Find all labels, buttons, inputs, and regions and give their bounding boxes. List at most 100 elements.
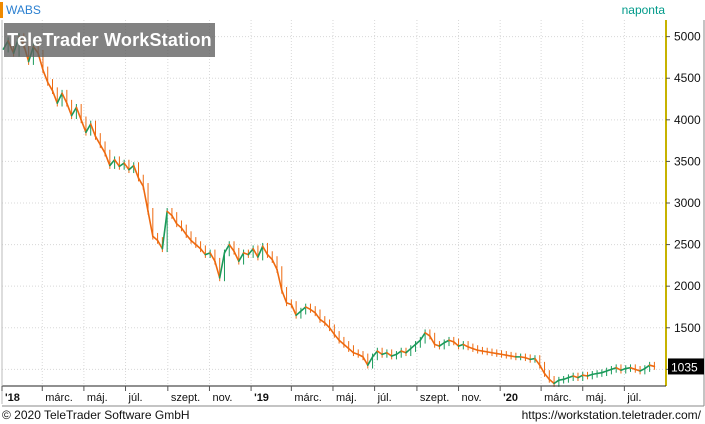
price-segment-117 xyxy=(558,378,565,381)
price-segment-129 xyxy=(615,366,622,371)
price-segment-53 xyxy=(252,247,259,258)
price-segment-10 xyxy=(46,81,54,92)
price-segment-32 xyxy=(152,235,159,242)
price-segment-97 xyxy=(462,343,469,348)
price-segment-30 xyxy=(142,185,149,213)
price-segment-16 xyxy=(75,106,82,121)
price-segment-110 xyxy=(524,356,531,361)
price-segment-12 xyxy=(56,92,63,104)
price-segment-47 xyxy=(223,243,231,254)
price-segment-66 xyxy=(314,311,321,321)
y-tick-label-5: 3500 xyxy=(674,154,701,168)
price-segment-122 xyxy=(581,374,589,377)
price-segment-21 xyxy=(99,143,106,154)
price-segment-54 xyxy=(257,245,264,258)
interval-label[interactable]: naponta xyxy=(621,3,665,17)
price-segment-86 xyxy=(409,343,417,350)
price-segment-134 xyxy=(639,367,646,372)
ticker-symbol[interactable]: WABS xyxy=(6,3,41,17)
price-segment-11 xyxy=(51,89,59,104)
copyright-text: © 2020 TeleTrader Software GmbH xyxy=(2,408,190,422)
price-segment-112 xyxy=(534,357,541,367)
price-segment-29 xyxy=(137,177,145,188)
price-segment-63 xyxy=(300,306,307,312)
price-segment-89 xyxy=(424,331,431,337)
last-price-box xyxy=(668,358,704,375)
x-tick-label-7: márc. xyxy=(294,392,322,404)
x-axis-ticks: '18 márc. máj. júl. szept. nov. '19 márc. máj. jú… xyxy=(1,386,641,404)
price-segment-114 xyxy=(543,372,551,381)
price-segment-126 xyxy=(601,370,608,374)
price-segment-81 xyxy=(386,351,393,357)
price-segment-18 xyxy=(85,123,92,134)
y-tick-label-1: 1500 xyxy=(674,321,701,335)
price-segment-79 xyxy=(376,350,383,356)
price-segment-91 xyxy=(433,343,441,347)
y-tick-label-2: 2000 xyxy=(674,279,701,293)
price-segment-120 xyxy=(572,375,579,379)
price-segment-37 xyxy=(175,222,183,229)
price-segment-73 xyxy=(347,347,355,354)
y-axis-ticks: 100015002000250030003500400045005000 xyxy=(666,30,701,376)
price-segment-88 xyxy=(419,331,426,342)
price-segment-34 xyxy=(161,210,168,250)
price-segment-131 xyxy=(624,366,632,370)
price-segment-42 xyxy=(199,247,207,256)
price-segment-127 xyxy=(605,368,613,372)
x-tick-label-6: '19 xyxy=(254,392,269,404)
price-segment-56 xyxy=(266,253,274,261)
price-segment-75 xyxy=(357,353,364,358)
price-segment-60 xyxy=(285,302,293,306)
price-segment-83 xyxy=(395,350,403,356)
price-segment-82 xyxy=(390,353,398,357)
source-link[interactable]: https://workstation.teletrader.com/ xyxy=(521,408,701,422)
price-segment-104 xyxy=(495,352,503,356)
price-segment-22 xyxy=(104,152,111,167)
price-segment-33 xyxy=(156,239,164,250)
price-segment-94 xyxy=(448,339,455,343)
price-segment-99 xyxy=(472,347,479,352)
price-segment-68 xyxy=(323,321,331,329)
price-segment-27 xyxy=(128,164,135,171)
x-tick-label-4: szept. xyxy=(171,392,200,404)
price-segment-51 xyxy=(242,252,250,256)
price-segment-48 xyxy=(228,243,235,253)
price-segment-58 xyxy=(276,268,283,292)
price-segment-132 xyxy=(629,366,637,371)
price-segment-39 xyxy=(185,233,192,242)
price-segment-14 xyxy=(66,102,73,117)
price-segment-116 xyxy=(553,379,560,385)
price-segment-40 xyxy=(190,239,197,246)
price-segment-59 xyxy=(280,289,288,304)
price-segment-46 xyxy=(218,252,226,279)
price-segment-61 xyxy=(290,303,297,317)
price-segment-106 xyxy=(505,354,512,357)
price-segment-24 xyxy=(113,158,121,168)
price-segment-76 xyxy=(362,356,369,367)
x-tick-label-10: szept. xyxy=(420,392,449,404)
price-segment-85 xyxy=(405,347,412,354)
price-segment-102 xyxy=(486,351,493,354)
price-segment-67 xyxy=(319,318,326,324)
price-segment-71 xyxy=(338,339,345,346)
price-segment-9 xyxy=(42,69,49,84)
price-segment-43 xyxy=(204,252,211,256)
price-segment-95 xyxy=(452,341,460,347)
price-segment-123 xyxy=(586,373,594,377)
price-segment-107 xyxy=(510,355,517,358)
price-segment-57 xyxy=(271,258,278,271)
price-segment-69 xyxy=(328,326,336,336)
x-tick-label-1: márc. xyxy=(45,392,73,404)
price-segment-133 xyxy=(634,368,641,372)
y-tick-label-7: 4500 xyxy=(674,71,701,85)
last-price-value: 1035 xyxy=(671,360,698,374)
price-segment-124 xyxy=(591,372,598,376)
price-segment-38 xyxy=(180,227,188,236)
price-segment-31 xyxy=(147,210,154,238)
price-segment-105 xyxy=(500,353,508,357)
x-tick-label-14: máj. xyxy=(586,392,607,404)
x-tick-label-9: júl. xyxy=(377,392,392,404)
x-tick-label-3: júl. xyxy=(128,392,143,404)
